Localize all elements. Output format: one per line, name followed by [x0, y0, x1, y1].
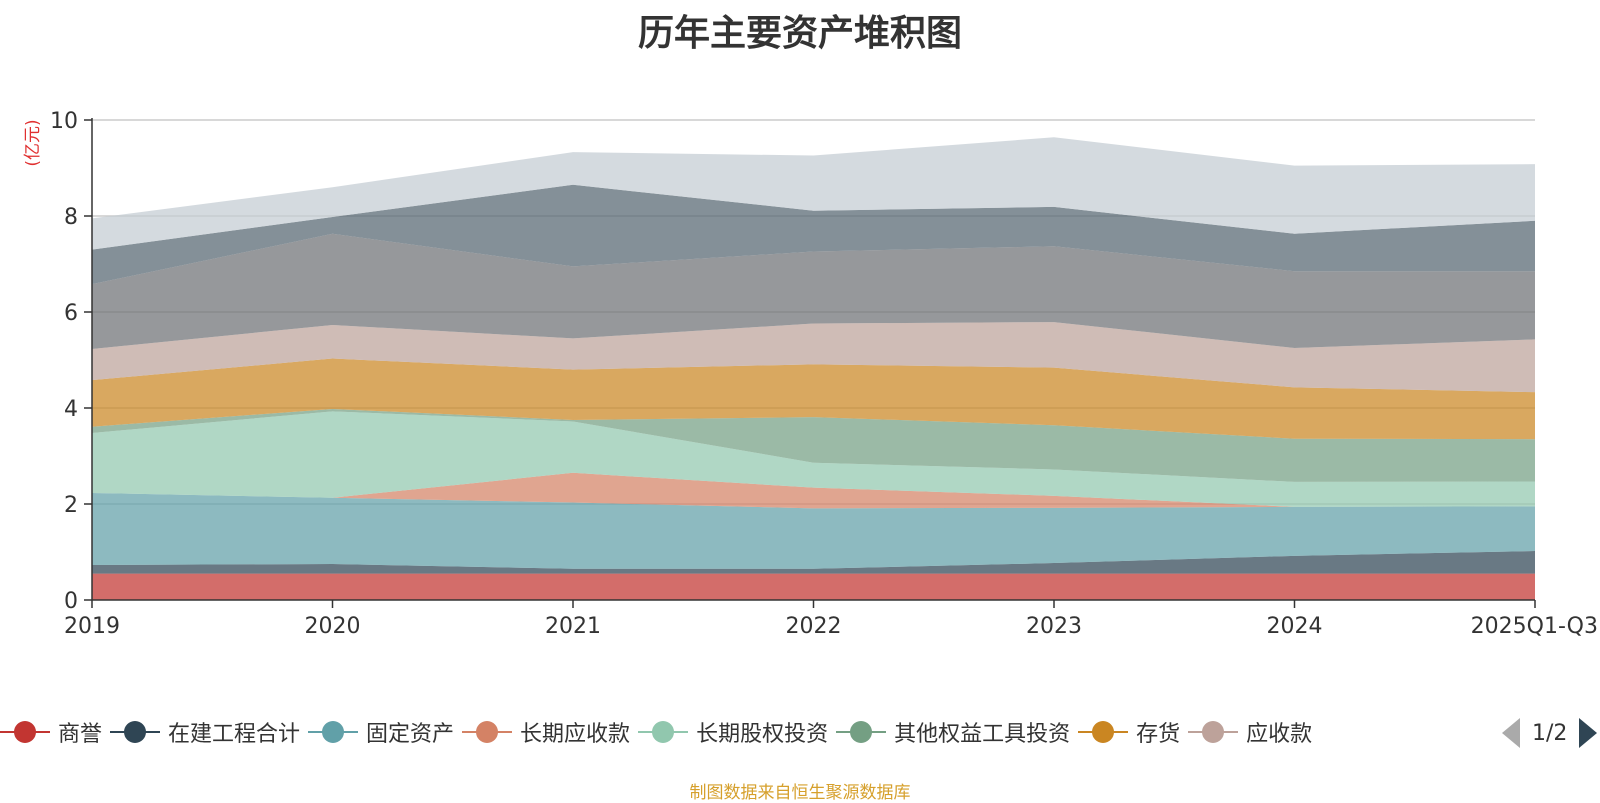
chart-title: 历年主要资产堆积图 [637, 13, 962, 54]
legend-label: 固定资产 [366, 722, 455, 747]
y-tick-label: 4 [64, 397, 78, 422]
y-tick-label: 6 [64, 301, 78, 326]
x-tick-label: 2025Q1-Q3 [1471, 614, 1598, 639]
legend-label: 应收款 [1246, 722, 1313, 747]
source-note: 制图数据来自恒生聚源数据库 [689, 783, 911, 803]
legend-label: 商誉 [58, 722, 103, 747]
area-series-5 [92, 411, 1535, 507]
area-series-3 [92, 492, 1535, 569]
legend-next-arrow-icon[interactable] [1579, 718, 1598, 748]
legend-label: 长期应收款 [520, 722, 631, 747]
legend-item[interactable]: 商誉 [0, 710, 102, 754]
x-tick-label: 2021 [545, 614, 601, 639]
y-tick-label: 0 [64, 589, 78, 614]
area-series-2 [92, 551, 1535, 574]
area-series-8 [92, 322, 1535, 393]
x-tick-label: 2019 [64, 614, 120, 639]
y-axis-label: (亿元) [23, 119, 43, 166]
legend-prev-arrow-icon[interactable] [1502, 718, 1520, 748]
legend-item[interactable]: 存货 [1078, 710, 1180, 754]
plot-area: 0 2 4 6 8 10 2019 2020 2021 2022 2023 2024 2025Q1-Q3… [23, 109, 1598, 639]
legend-marker-icon [0, 720, 50, 744]
stacked-areas [92, 137, 1535, 600]
legend-marker-icon [638, 720, 689, 744]
x-tick-label: 2024 [1267, 614, 1323, 639]
legend-label: 在建工程合计 [168, 722, 301, 747]
y-tick-label: 2 [64, 493, 78, 518]
area-series-4 [92, 472, 1535, 509]
legend: 商誉 在建工程合计 固定资产 长期应收款 长期股权投资 其他权益工具投资 存货 应收款 [0, 710, 1485, 754]
area-series-6 [92, 408, 1535, 482]
legend-item[interactable]: 应收款 [1188, 710, 1312, 754]
legend-label: 其他权益工具投资 [894, 722, 1071, 747]
legend-label: 长期股权投资 [696, 722, 829, 747]
legend-marker-icon [308, 720, 359, 744]
legend-marker-icon [462, 720, 513, 744]
legend-item[interactable]: 其他权益工具投资 [836, 710, 1070, 754]
legend-marker-icon [1078, 720, 1129, 744]
legend-page-indicator: 1/2 [1532, 720, 1568, 746]
area-series-10 [92, 184, 1535, 285]
legend-item[interactable]: 长期股权投资 [638, 710, 828, 754]
y-tick-label: 8 [64, 205, 78, 230]
legend-item[interactable]: 在建工程合计 [110, 710, 300, 754]
x-tick-label: 2020 [305, 614, 361, 639]
legend-marker-icon [110, 720, 161, 744]
legend-label: 存货 [1136, 722, 1181, 747]
x-tick-label: 2023 [1026, 614, 1082, 639]
area-series-9 [92, 233, 1535, 349]
axes: 0 2 4 6 8 10 2019 2020 2021 2022 2023 2024 2025Q1-Q3 [50, 109, 1598, 639]
legend-item[interactable]: 固定资产 [308, 710, 454, 754]
area-series-11 [92, 137, 1535, 250]
x-tick-label: 2022 [786, 614, 842, 639]
legend-marker-icon [1188, 720, 1239, 744]
area-series-7 [92, 358, 1535, 440]
legend-marker-icon [836, 720, 887, 744]
y-tick-label: 10 [50, 109, 78, 134]
legend-item[interactable]: 长期应收款 [462, 710, 630, 754]
area-series-1 [92, 573, 1535, 600]
legend-pager: 1/2 [1502, 718, 1598, 748]
